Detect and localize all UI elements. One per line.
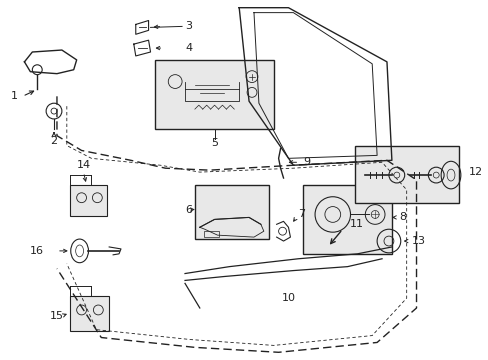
Text: 10: 10 (281, 293, 295, 303)
FancyBboxPatch shape (70, 296, 109, 330)
FancyBboxPatch shape (70, 185, 107, 216)
Text: 9: 9 (303, 157, 310, 167)
Text: 7: 7 (298, 210, 305, 220)
Text: 2: 2 (50, 136, 58, 145)
Text: 13: 13 (411, 236, 425, 246)
Text: 15: 15 (50, 311, 64, 321)
Text: 11: 11 (349, 219, 363, 229)
Text: 5: 5 (211, 138, 218, 148)
FancyBboxPatch shape (195, 185, 268, 239)
FancyBboxPatch shape (355, 145, 458, 203)
Text: 14: 14 (76, 160, 90, 170)
FancyBboxPatch shape (303, 185, 391, 254)
Text: 16: 16 (30, 246, 44, 256)
Text: 6: 6 (184, 204, 191, 215)
Text: 4: 4 (184, 43, 192, 53)
Text: 1: 1 (11, 91, 18, 101)
Text: 3: 3 (184, 21, 192, 31)
Text: 8: 8 (398, 212, 405, 222)
FancyBboxPatch shape (155, 60, 273, 129)
Text: 12: 12 (468, 167, 482, 177)
